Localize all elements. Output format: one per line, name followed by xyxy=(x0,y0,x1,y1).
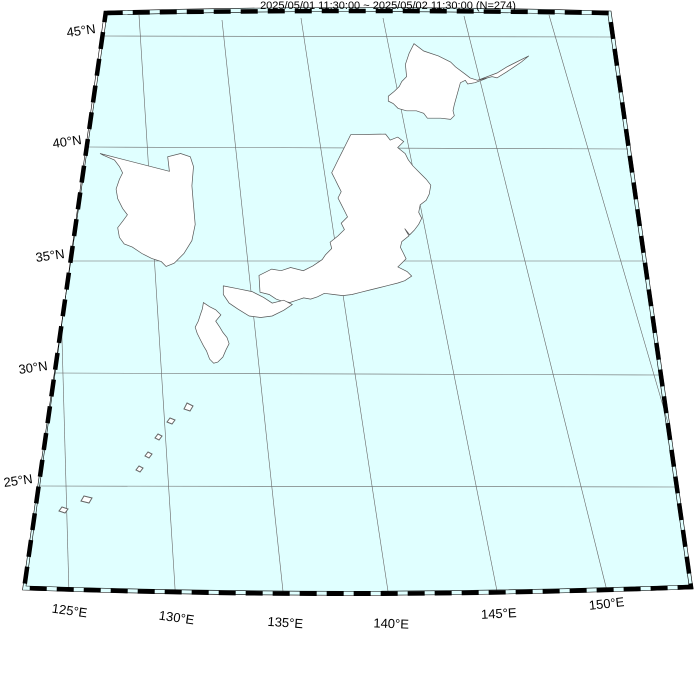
svg-text:30°N: 30°N xyxy=(18,358,49,377)
svg-text:125°E: 125°E xyxy=(51,601,89,621)
svg-text:150°E: 150°E xyxy=(588,594,625,613)
svg-text:40°N: 40°N xyxy=(52,132,83,151)
svg-text:135°E: 135°E xyxy=(267,614,304,631)
svg-text:130°E: 130°E xyxy=(158,608,196,628)
svg-text:35°N: 35°N xyxy=(35,246,66,265)
svg-text:45°N: 45°N xyxy=(66,21,97,40)
svg-text:25°N: 25°N xyxy=(3,471,34,490)
svg-text:140°E: 140°E xyxy=(373,615,409,631)
svg-text:145°E: 145°E xyxy=(481,605,518,622)
